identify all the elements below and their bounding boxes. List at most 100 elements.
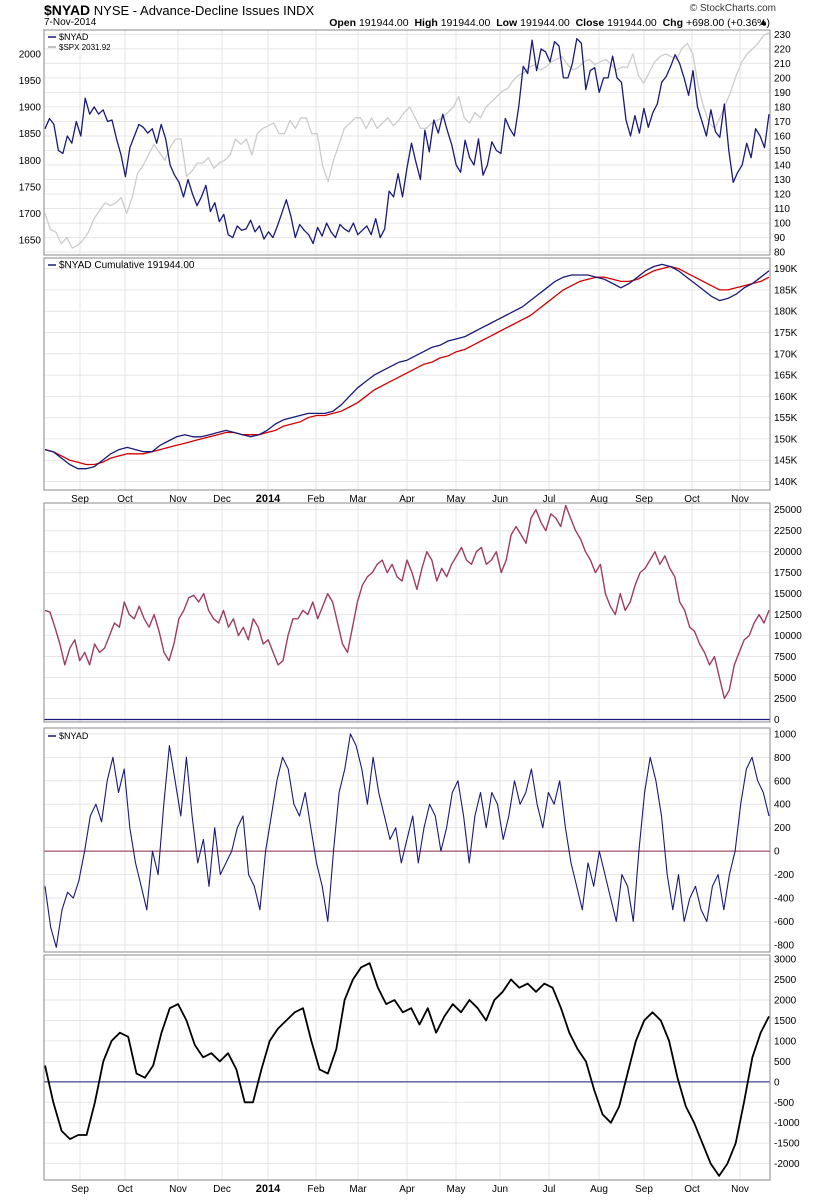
legend-nyad: $NYAD [59,32,89,42]
exchange: INDX [283,3,315,18]
close-value: 191944.00 [607,17,657,29]
cum-ytick-10: 190K [774,264,798,275]
price-right-ytick-9: 170 [774,117,791,128]
cum-xtick-8: May [447,494,466,505]
osc1-frame [43,502,771,723]
cum-xtick-7: Apr [399,494,415,505]
chg-label: Chg [662,17,684,29]
cum-ytick-2: 150K [774,434,798,445]
ohlc-readout: Open 191944.00 High 191944.00 Low 191944… [329,17,770,29]
price-right-ytick-15: 230 [774,30,791,41]
osc3-xtick-1: Oct [117,1184,133,1195]
osc2-ytick-6: 400 [774,800,791,811]
legend-osc2: $NYAD [59,731,89,741]
chart-header: $NYAD NYSE - Advance-Decline Issues INDX… [0,0,820,30]
cum-xtick-12: Sep [635,494,653,505]
open-value: 191944.00 [358,17,409,29]
price-right-ytick-3: 110 [774,204,790,215]
price-left-ytick-left-4: 1850 [19,129,42,140]
osc1-ytick-2: 5000 [774,673,797,684]
cum-xtick-10: Jul [543,494,556,505]
osc3-ytick-7: 1500 [774,1016,797,1027]
price-left-ytick-left-2: 1750 [19,182,42,193]
cum-line [44,263,770,470]
osc1-ytick-1: 2500 [774,694,797,705]
cum-ytick-9: 185K [774,285,798,296]
price-right-ytick-13: 210 [774,59,791,70]
osc1-ytick-4: 10000 [774,631,802,642]
osc1-ytick-5: 12500 [774,610,802,621]
cum-ytick-6: 170K [774,349,798,360]
cum-xtick-11: Aug [590,494,608,505]
price-left-ytick-left-6: 1950 [19,76,42,87]
cum-xtick-13: Oct [684,494,700,505]
price-right-ytick-7: 150 [774,146,791,157]
price-right-ytick-4: 120 [774,190,791,201]
osc1-ytick-7: 17500 [774,568,802,579]
osc3-xtick-4: 2014 [256,1183,281,1195]
price-right-ytick-11: 190 [774,88,791,99]
osc3-xtick-12: Sep [635,1184,653,1195]
cum-ytick-8: 180K [774,307,798,318]
osc3-xtick-0: Sep [71,1184,89,1195]
cum-xtick-4: 2014 [256,493,281,505]
low-label: Low [496,17,518,29]
price-left-ytick-left-3: 1800 [19,156,42,167]
osc3-ytick-10: 3000 [774,955,797,966]
price-right-ytick-14: 220 [774,44,791,55]
osc3-xtick-2: Nov [169,1184,187,1195]
price-frame [43,29,771,256]
high-value: 191944.00 [440,17,491,29]
osc3-xtick-7: Apr [399,1184,415,1195]
cum-xtick-3: Dec [213,494,231,505]
osc3-xtick-8: May [447,1184,466,1195]
osc3-line [44,962,770,1177]
osc3-xtick-3: Dec [213,1184,231,1195]
cum-frame [43,257,771,491]
nyad-line [44,38,770,245]
osc2-ytick-3: -200 [774,870,794,881]
osc2-line [44,733,770,948]
osc3-ytick-4: 0 [774,1077,780,1088]
cum-xtick-9: Jun [492,494,508,505]
legend-spx: $SPX 2031.92 [59,43,111,52]
osc3-xtick-5: Feb [307,1184,325,1195]
osc2-frame [43,727,771,953]
chart-date: 7-Nov-2014 [44,17,97,28]
osc3-ytick-0: -2000 [774,1159,800,1170]
price-right-ytick-5: 130 [774,175,791,186]
cum-xtick-14: Nov [731,494,749,505]
price-right-ytick-6: 140 [774,161,791,172]
osc1-ytick-6: 15000 [774,589,802,600]
price-right-ytick-12: 200 [774,73,791,84]
cum-xtick-2: Nov [169,494,187,505]
cum-xtick-5: Feb [307,494,325,505]
osc3-xtick-11: Aug [590,1184,608,1195]
price-right-ytick-8: 160 [774,131,791,142]
osc3-ytick-6: 1000 [774,1036,797,1047]
cum-ytick-7: 175K [774,328,798,339]
osc2-ytick-4: 0 [774,847,780,858]
osc1-line [44,504,770,700]
price-right-ytick-0: 80 [774,248,786,259]
price-right-ytick-10: 180 [774,102,791,113]
stockcharts-brand[interactable]: © StockCharts.com [689,3,776,14]
chart-title: $NYAD NYSE - Advance-Decline Issues INDX [44,2,314,18]
symbol: $NYAD [44,2,91,18]
cum-ytick-4: 160K [774,392,798,403]
osc3-frame [43,954,771,1181]
high-label: High [414,17,438,29]
osc1-ytick-8: 20000 [774,547,802,558]
price-left-ytick-left-7: 2000 [19,49,42,60]
osc2-ytick-0: -800 [774,940,794,951]
osc1-ytick-3: 7500 [774,652,797,663]
collapse-triangle-icon[interactable]: ▲ [759,17,768,27]
osc3-ytick-2: -1000 [774,1118,800,1129]
low-value: 191944.00 [520,17,570,29]
cum-xtick-1: Oct [117,494,133,505]
price-left-ytick-left-1: 1700 [19,209,42,220]
osc2-ytick-8: 800 [774,753,791,764]
description: NYSE - Advance-Decline Issues [93,3,280,18]
